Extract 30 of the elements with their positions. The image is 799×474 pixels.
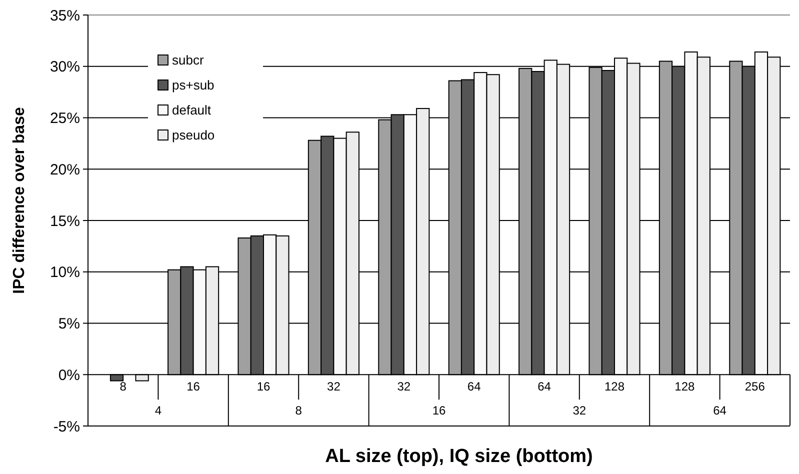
legend-label: ps+sub — [172, 78, 214, 93]
annotation: 4 — [154, 404, 162, 418]
y-tick-label: 20% — [50, 161, 80, 178]
y-tick-label: 35% — [50, 7, 80, 24]
y-tick-label: -5% — [53, 418, 80, 436]
x-tick-label: 64 — [538, 380, 552, 394]
x-tick-label: 128 — [604, 380, 625, 394]
y-tick-label: 30% — [50, 58, 80, 76]
y-tick-label: 25% — [50, 110, 80, 127]
x-tick-label: 8 — [120, 380, 127, 394]
y-tick-label: 15% — [50, 212, 80, 230]
x-tick-label: 32 — [327, 380, 341, 394]
legend-label: subcr — [172, 52, 204, 68]
x-axis-title: AL size (top), IQ size (bottom) — [325, 446, 593, 467]
annotation: 64 — [713, 404, 727, 418]
x-tick-label: 64 — [467, 380, 482, 394]
x-tick-label: 256 — [744, 380, 766, 394]
y-axis-title: IPC difference over base — [11, 107, 28, 294]
x-tick-label: 16 — [256, 380, 270, 394]
x-tick-label: 16 — [186, 380, 200, 394]
legend-label: pseudo — [172, 128, 215, 143]
annotation: 8 — [295, 404, 302, 418]
y-tick-label: 5% — [58, 316, 80, 332]
annotation: 16 — [432, 404, 446, 418]
y-tick-label: 10% — [50, 264, 80, 282]
annotation: 32 — [572, 404, 586, 418]
legend-label: default — [172, 102, 212, 118]
y-tick-label: 0% — [58, 366, 80, 384]
x-tick-label: 128 — [674, 380, 696, 394]
x-tick-label: 32 — [397, 380, 411, 394]
